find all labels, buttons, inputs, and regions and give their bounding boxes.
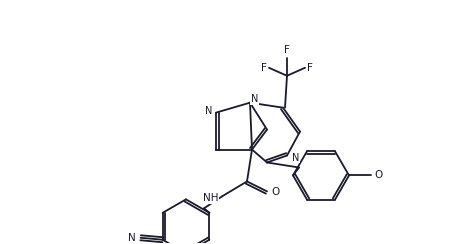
- Text: N: N: [128, 233, 136, 243]
- Text: N: N: [205, 106, 212, 116]
- Text: N: N: [251, 94, 258, 104]
- Text: F: F: [261, 63, 267, 73]
- Text: N: N: [292, 152, 299, 163]
- Text: F: F: [284, 45, 290, 55]
- Text: O: O: [271, 187, 279, 197]
- Text: NH: NH: [203, 193, 218, 203]
- Text: F: F: [307, 63, 313, 73]
- Text: O: O: [374, 171, 382, 181]
